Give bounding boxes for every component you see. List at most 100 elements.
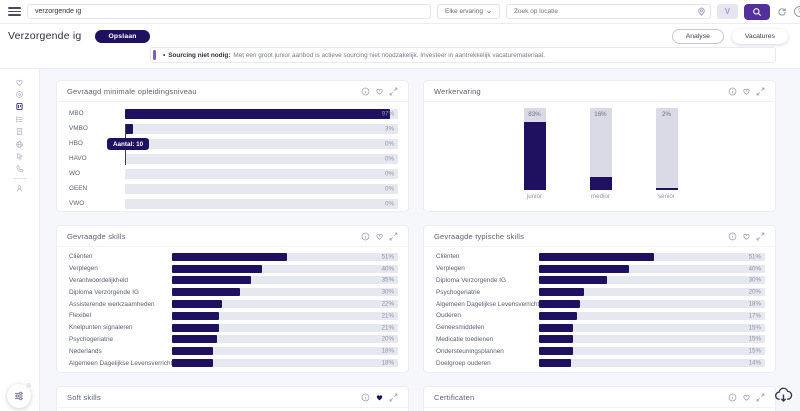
bar-value: 51% [381, 253, 394, 261]
vacatures-tab-button[interactable]: Vacatures [731, 28, 788, 44]
bar-track[interactable]: 15% [539, 347, 765, 356]
bar-track[interactable]: 30% [172, 288, 398, 297]
bar-label: Diploma Verzorgende IG [69, 288, 139, 296]
heart-icon[interactable] [375, 232, 384, 241]
info-icon[interactable] [728, 232, 737, 241]
experience-dropdown[interactable]: Elke ervaring [437, 4, 500, 19]
bar-row: Ouderen 17% [436, 310, 765, 322]
heart-icon[interactable] [742, 232, 751, 241]
camera-icon[interactable] [11, 88, 29, 100]
bar-track[interactable]: 15% [539, 323, 765, 332]
bar-track[interactable]: 18% [539, 300, 765, 309]
cursor-icon[interactable] [11, 150, 29, 162]
download-button[interactable] [774, 386, 793, 403]
list-icon[interactable] [11, 113, 29, 125]
experience-dropdown-label: Elke ervaring [445, 8, 483, 15]
expand-icon[interactable] [756, 87, 765, 96]
bar-fill [539, 311, 578, 320]
bar-track[interactable]: 0% [125, 168, 398, 179]
analyse-tab-button[interactable]: Analyse [671, 28, 724, 44]
bar-value: 22% [381, 300, 394, 308]
hamburger-menu-icon[interactable] [8, 6, 21, 17]
refresh-button[interactable] [776, 6, 788, 18]
globe-icon[interactable] [11, 138, 29, 150]
bar-fill [523, 121, 546, 190]
expand-icon[interactable] [756, 393, 765, 402]
bar-track[interactable]: 18% [172, 347, 398, 356]
bar-track[interactable]: 14% [539, 359, 765, 368]
heart-icon[interactable] [11, 76, 29, 88]
top-bar: Elke ervaring V ? [0, 0, 800, 24]
info-icon[interactable] [361, 393, 370, 402]
bar-track[interactable]: 16% [589, 108, 612, 190]
heart-filled-icon[interactable] [375, 393, 384, 402]
expand-icon[interactable] [389, 393, 398, 402]
bar-track[interactable]: 0% [125, 183, 398, 194]
bar-track[interactable]: 20% [539, 288, 765, 297]
bar-track[interactable]: 15% [539, 335, 765, 344]
bar-track[interactable]: 3% [125, 123, 398, 134]
bar-label: Assisterende werkzaamheden [69, 300, 155, 308]
bar-label: VWO [69, 200, 85, 207]
info-icon[interactable] [728, 393, 737, 402]
info-icon[interactable] [361, 232, 370, 241]
bar-row: Psychogeriatrie 20% [436, 286, 765, 298]
bar-track[interactable]: 20% [172, 335, 398, 344]
bar-fill [172, 359, 213, 368]
bar-track[interactable]: 83% [523, 108, 546, 190]
bar-track[interactable]: 0% [125, 138, 398, 149]
bar-track[interactable]: 17% [539, 311, 765, 320]
heart-icon[interactable] [742, 393, 751, 402]
search-button[interactable] [743, 3, 770, 20]
card-title: Werkervaring [434, 86, 481, 96]
bar-row: VWO 0% [69, 196, 398, 211]
insight-callout: • Sourcing niet nodig: Met een groot jun… [150, 47, 776, 63]
bar-track[interactable]: 97% [125, 108, 398, 119]
bar-track[interactable]: 0% [125, 153, 398, 164]
experience-column: 16% medior [589, 108, 612, 200]
heart-icon[interactable] [742, 87, 751, 96]
bar-row: MBO 97% [69, 106, 398, 121]
location-input[interactable] [506, 8, 697, 15]
bar-value: 2% [662, 111, 671, 118]
bar-track[interactable]: 51% [172, 252, 398, 261]
bar-track[interactable]: 51% [539, 252, 765, 261]
bar-track[interactable]: 35% [172, 276, 398, 285]
expand-icon[interactable] [756, 232, 765, 241]
bar-fill [539, 276, 607, 285]
bar-track[interactable]: 18% [172, 359, 398, 368]
filter-fab-button[interactable] [7, 382, 32, 408]
expand-icon[interactable] [389, 87, 398, 96]
bar-value: 16% [594, 111, 607, 118]
report-icon[interactable] [11, 101, 29, 113]
expand-icon[interactable] [389, 232, 398, 241]
bar-row: Flexibel 21% [69, 310, 398, 322]
bar-row: Verantwoordelijkheid 35% [69, 275, 398, 287]
phone-icon[interactable] [11, 163, 29, 175]
icon-sidebar [0, 69, 40, 411]
bar-track[interactable]: 2% [655, 108, 678, 190]
help-button[interactable]: ? [793, 6, 800, 17]
bar-value: 0% [385, 155, 394, 162]
bar-track[interactable]: 40% [539, 264, 765, 273]
card-title: Gevraagde skills [67, 231, 126, 241]
bar-track[interactable]: 0% [125, 198, 398, 209]
bar-value: 3% [385, 125, 394, 132]
heart-icon[interactable] [375, 87, 384, 96]
info-icon[interactable] [361, 87, 370, 96]
bar-fill [539, 335, 573, 344]
v-logo-button[interactable]: V [716, 4, 738, 19]
job-search-input[interactable] [27, 4, 431, 19]
dashboard-grid: Gevraagd minimale opleidingsniveau MBO 97… [40, 69, 800, 411]
question-mark-icon: ? [798, 8, 800, 15]
info-icon[interactable] [728, 87, 737, 96]
bar-track[interactable]: 21% [172, 323, 398, 332]
bar-track[interactable]: 21% [172, 311, 398, 320]
building-icon[interactable] [11, 126, 29, 138]
card-opleidingsniveau: Gevraagd minimale opleidingsniveau MBO 97… [56, 80, 409, 212]
bar-track[interactable]: 22% [172, 300, 398, 309]
person-icon[interactable] [11, 182, 29, 194]
save-button[interactable]: Opslaan [95, 29, 150, 43]
bar-track[interactable]: 30% [539, 276, 765, 285]
bar-track[interactable]: 40% [172, 264, 398, 273]
